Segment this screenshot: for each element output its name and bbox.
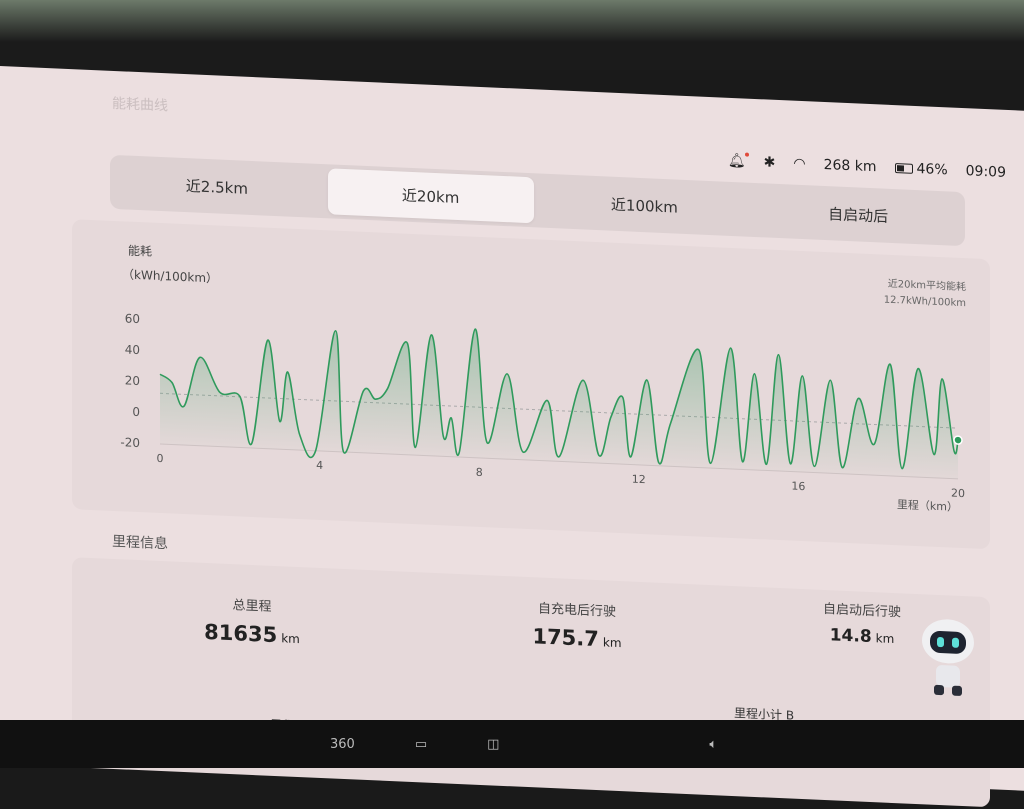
unit: km	[281, 631, 300, 647]
bell-icon[interactable]: 🔔︎	[728, 152, 749, 170]
mileage-card: 总里程 81635 km 自充电后行驶 175.7 km 自启动后行驶 14.8 km…	[72, 557, 990, 808]
bluetooth-icon[interactable]: ✱	[763, 154, 776, 171]
tab-2.5km[interactable]: 近2.5km	[185, 176, 248, 198]
range-text: 268 km	[823, 156, 877, 176]
screen-bezel	[0, 0, 1024, 70]
x-tick-label: 8	[476, 466, 483, 479]
x-axis-label: 里程（km）	[897, 498, 958, 514]
x-tick-label: 16	[791, 480, 805, 494]
since-start-label: 自启动后行驶	[822, 601, 901, 621]
x-tick-label: 4	[316, 459, 323, 472]
status-bar: 🔔︎ ✱ ◠ 268 km 46% 09:09	[728, 152, 1006, 181]
total-mileage-label: 总里程	[232, 598, 272, 615]
tab-20km[interactable]: 近20km	[327, 168, 534, 224]
battery-icon	[894, 163, 913, 174]
unit: km	[602, 635, 622, 651]
y-tick-label: 0	[132, 405, 140, 419]
tab-100km[interactable]: 近100km	[610, 195, 678, 217]
series-area	[160, 329, 958, 479]
volume-icon[interactable]: 🔈︎	[709, 736, 718, 752]
robot-assistant-icon[interactable]	[920, 616, 976, 698]
since-charge-value: 175.7	[532, 624, 599, 652]
wifi-icon[interactable]: ◠	[793, 155, 806, 173]
total-mileage-value: 81635	[204, 619, 278, 648]
section-title: 能耗曲线	[112, 95, 168, 115]
series-line	[159, 328, 959, 470]
camera-360-button[interactable]: 360	[330, 736, 355, 752]
total-mileage: 总里程 81635 km	[182, 592, 322, 649]
screen: 能耗曲线 🔔︎ ✱ ◠ 268 km 46% 09:09 近2.5km 近20k…	[0, 66, 1024, 808]
x-tick-label: 0	[157, 452, 164, 465]
since-start-mileage: 自启动后行驶 14.8 km	[792, 597, 932, 650]
x-tick-label: 20	[951, 487, 965, 501]
x-tick-label: 12	[632, 473, 646, 487]
since-charge-mileage: 自充电后行驶 175.7 km	[502, 596, 652, 654]
since-start-value: 14.8	[829, 625, 872, 648]
bottom-dock: 360 ▭ ◫ 🔈︎	[0, 720, 1024, 768]
y-tick-label: 40	[125, 342, 140, 357]
since-charge-label: 自充电后行驶	[537, 601, 616, 620]
tab-since-start[interactable]: 自启动后	[828, 204, 889, 226]
unit: km	[875, 631, 895, 647]
y-tick-label: 20	[125, 373, 140, 388]
clock: 09:09	[965, 163, 1006, 181]
energy-chart-card: 能耗 （kWh/100km） 近20km平均能耗 12.7kWh/100km 6…	[72, 219, 990, 550]
y-tick-label: -20	[120, 435, 140, 450]
mileage-title: 里程信息	[112, 533, 168, 553]
battery-text: 46%	[916, 161, 948, 179]
current-point	[953, 435, 963, 445]
y-tick-label: 60	[125, 311, 140, 326]
shopping-bag-icon[interactable]: ◫	[487, 736, 500, 752]
phone-icon[interactable]: ▭	[414, 736, 428, 752]
